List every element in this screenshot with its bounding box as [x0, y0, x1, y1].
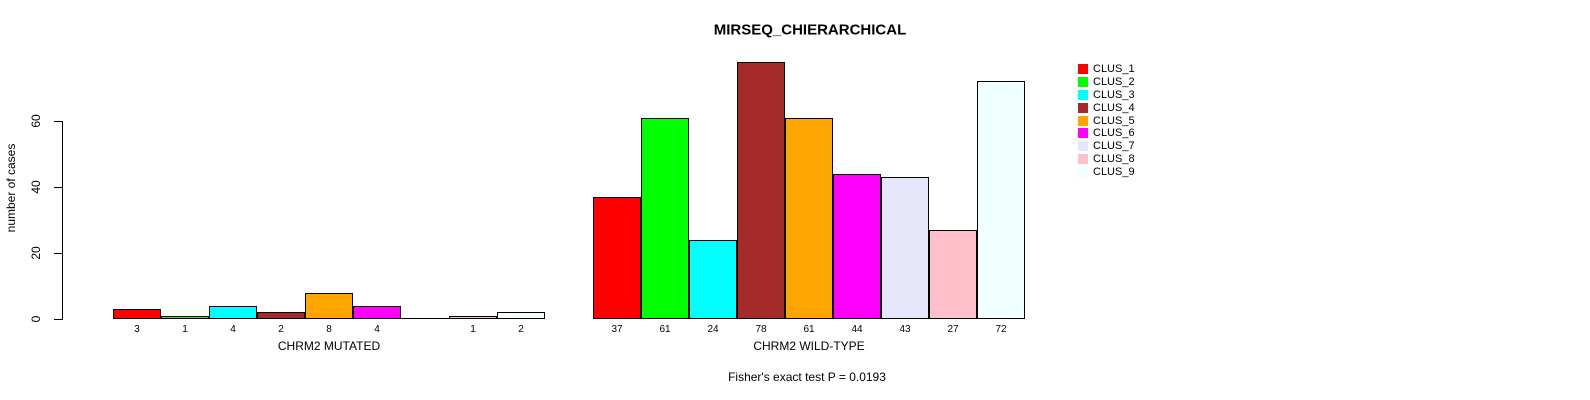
bar-clus-5 [305, 293, 353, 319]
y-axis-tick [54, 319, 62, 320]
y-axis-tick-label: 20 [29, 246, 43, 260]
y-axis-tick [54, 253, 62, 254]
bar-value-label: 4 [374, 324, 380, 335]
bar-clus-2 [161, 316, 209, 319]
bar-clus-3 [689, 240, 737, 319]
legend-row: CLUS_3 [1078, 89, 1135, 102]
bar-value-label: 3 [134, 324, 140, 335]
y-axis-tick [54, 187, 62, 188]
legend-row: CLUS_6 [1078, 127, 1135, 140]
bar-value-label: 1 [470, 324, 476, 335]
legend-swatch-icon [1078, 128, 1088, 139]
y-axis-tick-label: 40 [29, 180, 43, 194]
legend-label: CLUS_5 [1093, 114, 1135, 127]
legend-label: CLUS_3 [1093, 88, 1135, 101]
bar-clus-6 [353, 306, 401, 319]
bar-value-label: 37 [611, 324, 623, 335]
bar-clus-7 [881, 177, 929, 319]
y-axis-tick-label: 60 [29, 114, 43, 128]
bar-clus-8 [449, 316, 497, 319]
bar-clus-5 [785, 118, 833, 319]
legend-swatch-icon [1078, 89, 1088, 100]
bar-clus-7-zero [401, 318, 449, 319]
legend-row: CLUS_9 [1078, 165, 1135, 178]
legend-row: CLUS_8 [1078, 153, 1135, 166]
legend-swatch-icon [1078, 166, 1088, 177]
bar-clus-4 [737, 62, 785, 319]
y-axis-label: number of cases [4, 143, 18, 233]
y-axis-tick [54, 121, 62, 122]
bar-value-label: 24 [707, 324, 719, 335]
bar-clus-8 [929, 230, 977, 319]
bar-clus-6 [833, 174, 881, 319]
group-axis-label: CHRM2 WILD-TYPE [753, 339, 865, 353]
legend-label: CLUS_2 [1093, 76, 1135, 89]
legend-label: CLUS_7 [1093, 140, 1135, 153]
legend-row: CLUS_7 [1078, 140, 1135, 153]
legend-swatch-icon [1078, 64, 1088, 75]
legend-row: CLUS_5 [1078, 114, 1135, 127]
bar-value-label: 72 [995, 324, 1007, 335]
bar-value-label: 43 [899, 324, 911, 335]
group-axis-label: CHRM2 MUTATED [277, 339, 381, 353]
legend-swatch-icon [1078, 102, 1088, 113]
legend-label: CLUS_4 [1093, 101, 1135, 114]
legend-row: CLUS_2 [1078, 76, 1135, 89]
fisher-test-annotation: Fisher's exact test P = 0.0193 [728, 370, 886, 384]
legend-swatch-icon [1078, 141, 1088, 152]
bar-clus-1 [593, 197, 641, 319]
legend-swatch-icon [1078, 77, 1088, 88]
bar-value-label: 2 [518, 324, 524, 335]
bar-value-label: 78 [755, 324, 767, 335]
legend-label: CLUS_6 [1093, 127, 1135, 140]
bar-value-label: 61 [659, 324, 671, 335]
y-axis-line [62, 121, 63, 320]
bar-clus-9 [977, 81, 1025, 319]
bar-value-label: 61 [803, 324, 815, 335]
y-axis-tick-label: 0 [29, 315, 43, 323]
bar-clus-3 [209, 306, 257, 319]
legend-swatch-icon [1078, 115, 1088, 126]
bar-clus-4 [257, 312, 305, 319]
bar-value-label: 1 [182, 324, 188, 335]
bar-value-label: 44 [851, 324, 863, 335]
legend-label: CLUS_8 [1093, 152, 1135, 165]
legend-row: CLUS_1 [1078, 63, 1135, 76]
chart-title: MIRSEQ_CHIERARCHICAL [713, 21, 907, 39]
bar-value-label: 2 [278, 324, 284, 335]
legend-swatch-icon [1078, 153, 1088, 164]
legend-row: CLUS_4 [1078, 101, 1135, 114]
bar-value-label: 27 [947, 324, 959, 335]
bar-value-label: 4 [230, 324, 236, 335]
legend: CLUS_1 CLUS_2 CLUS_3 CLUS_4 CLUS_5 CLUS_6 CLUS… [1078, 63, 1135, 178]
bar-clus-9 [497, 312, 545, 319]
bar-clus-2 [641, 118, 689, 319]
bar-value-label: 8 [326, 324, 332, 335]
legend-label: CLUS_9 [1093, 165, 1135, 178]
legend-label: CLUS_1 [1093, 63, 1135, 76]
bar-clus-1 [113, 309, 161, 319]
